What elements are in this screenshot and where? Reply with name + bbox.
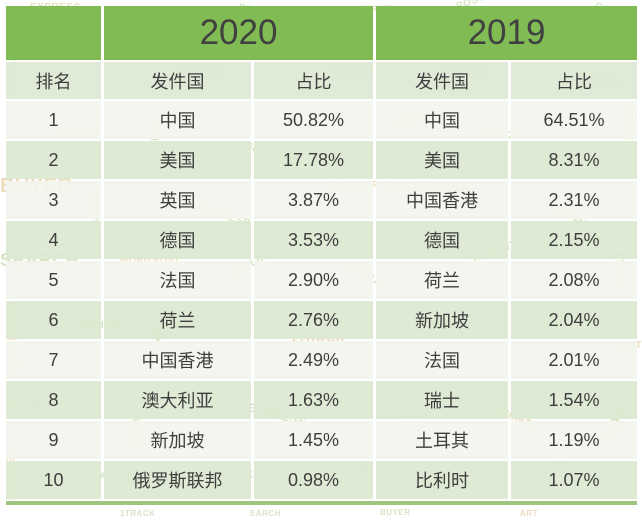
rank-cell: 5 [6, 261, 101, 299]
share-2020-cell: 3.53% [254, 221, 373, 259]
country-2020-cell: 德国 [104, 221, 251, 259]
col-header-rank: 排名 [6, 62, 101, 99]
rank-cell: 2 [6, 141, 101, 179]
country-2020-cell: 英国 [104, 181, 251, 219]
share-2020-cell: 3.87% [254, 181, 373, 219]
country-2019-cell: 中国 [376, 101, 508, 139]
share-2020-cell: 2.90% [254, 261, 373, 299]
share-2019-cell: 1.54% [511, 381, 637, 419]
share-2019-cell: 2.04% [511, 301, 637, 339]
country-2020-cell: 中国 [104, 101, 251, 139]
country-2020-cell: 新加坡 [104, 421, 251, 459]
share-2019-cell: 2.08% [511, 261, 637, 299]
year-header-2019: 2019 [376, 6, 637, 60]
rank-cell: 9 [6, 421, 101, 459]
share-2020-cell: 1.45% [254, 421, 373, 459]
corner-cell [6, 6, 101, 60]
rank-cell: 6 [6, 301, 101, 339]
share-2020-cell: 50.82% [254, 101, 373, 139]
share-2020-cell: 1.63% [254, 381, 373, 419]
country-2020-cell: 美国 [104, 141, 251, 179]
watermark-word: EARCH [250, 509, 281, 518]
country-2019-cell: 新加坡 [376, 301, 508, 339]
col-header-share-2020: 占比 [254, 62, 373, 99]
col-header-share-2019: 占比 [511, 62, 637, 99]
year-header-2020: 2020 [104, 6, 373, 60]
country-2020-cell: 澳大利亚 [104, 381, 251, 419]
share-2020-cell: 0.98% [254, 461, 373, 499]
country-2020-cell: 荷兰 [104, 301, 251, 339]
table-bottom-border [6, 501, 637, 505]
watermark-word: 1TRACK [120, 509, 156, 518]
country-2019-cell: 比利时 [376, 461, 508, 499]
origin-country-share-table: 2020 2019 排名 发件国 占比 发件国 占比 1 中国 50.82% 中… [6, 6, 637, 499]
watermark-word: BUYER [380, 508, 411, 517]
share-2020-cell: 2.76% [254, 301, 373, 339]
country-2020-cell: 中国香港 [104, 341, 251, 379]
country-2019-cell: 法国 [376, 341, 508, 379]
country-2019-cell: 美国 [376, 141, 508, 179]
col-header-country-2020: 发件国 [104, 62, 251, 99]
share-2019-cell: 1.19% [511, 421, 637, 459]
col-header-country-2019: 发件国 [376, 62, 508, 99]
share-2020-cell: 17.78% [254, 141, 373, 179]
rank-cell: 4 [6, 221, 101, 259]
share-2019-cell: 2.15% [511, 221, 637, 259]
country-2020-cell: 俄罗斯联邦 [104, 461, 251, 499]
share-2019-cell: 2.31% [511, 181, 637, 219]
country-2019-cell: 德国 [376, 221, 508, 259]
country-2019-cell: 荷兰 [376, 261, 508, 299]
country-2020-cell: 法国 [104, 261, 251, 299]
country-2019-cell: 瑞士 [376, 381, 508, 419]
country-2019-cell: 土耳其 [376, 421, 508, 459]
rank-cell: 7 [6, 341, 101, 379]
rank-cell: 1 [6, 101, 101, 139]
rank-cell: 3 [6, 181, 101, 219]
share-2019-cell: 8.31% [511, 141, 637, 179]
share-2019-cell: 64.51% [511, 101, 637, 139]
country-2019-cell: 中国香港 [376, 181, 508, 219]
rank-cell: 10 [6, 461, 101, 499]
share-2020-cell: 2.49% [254, 341, 373, 379]
watermark-word: ART [520, 509, 538, 518]
share-2019-cell: 2.01% [511, 341, 637, 379]
share-2019-cell: 1.07% [511, 461, 637, 499]
rank-cell: 8 [6, 381, 101, 419]
